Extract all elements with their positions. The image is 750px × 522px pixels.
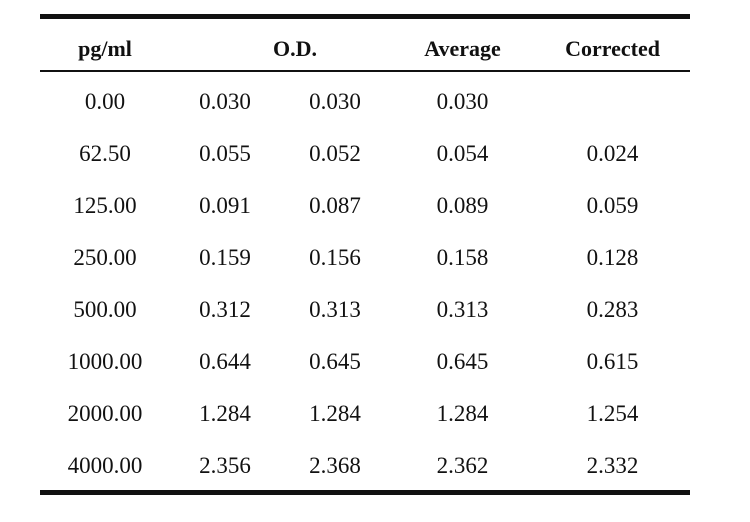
cell-od-1: 0.312: [199, 297, 251, 322]
table-row: 2000.00 1.284 1.284 1.284 1.254: [40, 394, 690, 446]
header-od: O.D.: [273, 36, 317, 61]
cell-average: 0.645: [436, 349, 489, 374]
table-body: 0.00 0.030 0.030 0.030 62.50 0.055 0.052…: [40, 82, 690, 498]
cell-concentration: 500.00: [73, 297, 137, 322]
cell-od-1: 0.159: [199, 245, 251, 270]
table-row: 500.00 0.312 0.313 0.313 0.283: [40, 290, 690, 342]
cell-od-2: 0.156: [309, 245, 361, 270]
cell-concentration: 250.00: [73, 245, 137, 270]
cell-corrected: 2.332: [586, 453, 639, 478]
cell-corrected: 0.059: [586, 193, 639, 218]
cell-od-1: 0.644: [199, 349, 251, 374]
cell-average: 0.030: [436, 89, 489, 114]
cell-od-2: 0.052: [309, 141, 361, 166]
cell-corrected: 1.254: [586, 401, 639, 426]
table-row: 1000.00 0.644 0.645 0.645 0.615: [40, 342, 690, 394]
cell-od-2: 1.284: [309, 401, 361, 426]
cell-od-1: 2.356: [199, 453, 251, 478]
cell-od-2: 0.313: [309, 297, 361, 322]
cell-od-1: 0.091: [199, 193, 251, 218]
table-row: 4000.00 2.356 2.368 2.362 2.332: [40, 446, 690, 498]
cell-average: 0.313: [436, 297, 489, 322]
table-row: 0.00 0.030 0.030 0.030: [40, 82, 690, 134]
cell-concentration: 125.00: [73, 193, 137, 218]
cell-average: 0.089: [436, 193, 489, 218]
cell-average: 0.054: [436, 141, 489, 166]
cell-od-1: 1.284: [199, 401, 251, 426]
cell-corrected: 0.128: [586, 245, 639, 270]
cell-od-1: 0.030: [199, 89, 251, 114]
cell-corrected: 0.283: [586, 297, 639, 322]
cell-corrected: 0.024: [586, 141, 639, 166]
cell-od-1: 0.055: [199, 141, 251, 166]
header-corrected: Corrected: [565, 36, 660, 61]
cell-od-2: 0.645: [309, 349, 361, 374]
cell-od-2: 2.368: [309, 453, 361, 478]
table-row: 62.50 0.055 0.052 0.054 0.024: [40, 134, 690, 186]
cell-concentration: 4000.00: [67, 453, 143, 478]
header-concentration: pg/ml: [78, 36, 132, 61]
cell-average: 0.158: [436, 245, 489, 270]
table-row: 125.00 0.091 0.087 0.089 0.059: [40, 186, 690, 238]
cell-concentration: 2000.00: [67, 401, 143, 426]
cell-corrected: 0.615: [586, 349, 639, 374]
cell-average: 2.362: [436, 453, 489, 478]
cell-average: 1.284: [436, 401, 489, 426]
cell-concentration: 62.50: [79, 141, 131, 166]
cell-od-2: 0.030: [309, 89, 361, 114]
table-bottom-rule: [40, 490, 690, 495]
table-top-rule: [40, 14, 690, 19]
table-row: 250.00 0.159 0.156 0.158 0.128: [40, 238, 690, 290]
header-average: Average: [424, 36, 501, 61]
cell-concentration: 1000.00: [67, 349, 143, 374]
table-header-rule: [40, 70, 690, 72]
cell-concentration: 0.00: [84, 89, 126, 114]
table-header-row: pg/ml O.D. Average Corrected: [40, 36, 690, 66]
cell-od-2: 0.087: [309, 193, 361, 218]
